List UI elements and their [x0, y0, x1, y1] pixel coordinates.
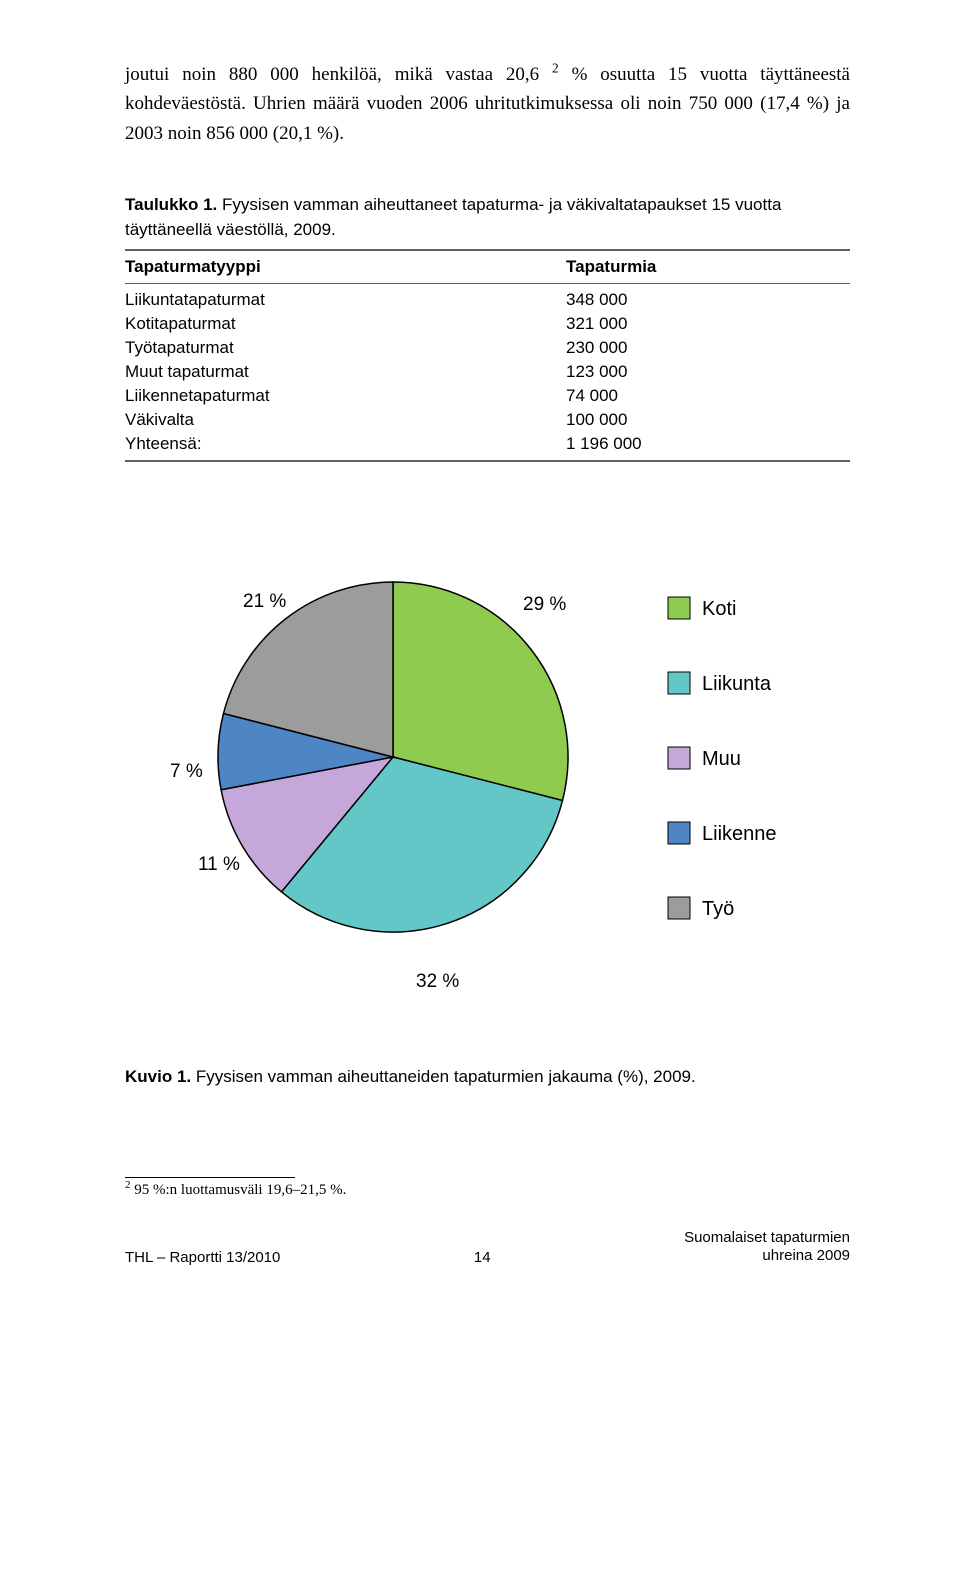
- row-label: Liikuntatapaturmat: [125, 283, 366, 312]
- legend-swatch: [668, 597, 690, 619]
- accident-table: Tapaturmatyyppi Tapaturmia Liikuntatapat…: [125, 249, 850, 462]
- row-value: 100 000: [366, 408, 850, 432]
- pie-slice-label: 32 %: [416, 971, 459, 992]
- figure-caption: Kuvio 1. Fyysisen vamman aiheuttaneiden …: [125, 1067, 850, 1087]
- row-value: 348 000: [366, 283, 850, 312]
- pie-slice-label: 11 %: [198, 854, 240, 875]
- footer-right: Suomalaiset tapaturmien uhreina 2009: [684, 1229, 850, 1267]
- row-label: Liikennetapaturmat: [125, 384, 366, 408]
- table-row: Liikennetapaturmat 74 000: [125, 384, 850, 408]
- pie-slice-label: 21 %: [243, 591, 286, 612]
- footnote-text: 95 %:n luottamusväli 19,6–21,5 %.: [131, 1182, 347, 1198]
- table-row: Kotitapaturmat 321 000: [125, 312, 850, 336]
- table-row: Liikuntatapaturmat 348 000: [125, 283, 850, 312]
- legend-swatch: [668, 822, 690, 844]
- legend-label: Koti: [702, 598, 736, 620]
- table-title: Taulukko 1. Fyysisen vamman aiheuttaneet…: [125, 193, 850, 242]
- pie-slice-label: 29 %: [523, 594, 566, 615]
- row-label: Muut tapaturmat: [125, 360, 366, 384]
- table-row: Väkivalta 100 000: [125, 408, 850, 432]
- para-sup: 2: [552, 61, 559, 76]
- legend-label: Liikunta: [702, 673, 772, 695]
- row-label: Väkivalta: [125, 408, 366, 432]
- caption-bold: Kuvio 1.: [125, 1067, 191, 1086]
- body-paragraph: joutui noin 880 000 henkilöä, mikä vasta…: [125, 60, 850, 148]
- row-value: 123 000: [366, 360, 850, 384]
- legend-label: Muu: [702, 748, 741, 770]
- footer-left: THL – Raportti 13/2010: [125, 1249, 280, 1266]
- row-label: Työtapaturmat: [125, 336, 366, 360]
- footnote: 2 95 %:n luottamusväli 19,6–21,5 %.: [125, 1182, 850, 1199]
- footnote-rule: [125, 1177, 295, 1178]
- footer-pagenum: 14: [474, 1249, 491, 1266]
- th-type: Tapaturmatyyppi: [125, 250, 366, 284]
- table-row: Työtapaturmat 230 000: [125, 336, 850, 360]
- th-count: Tapaturmia: [366, 250, 850, 284]
- legend-swatch: [668, 897, 690, 919]
- table-head-row: Tapaturmatyyppi Tapaturmia: [125, 250, 850, 284]
- caption-rest: Fyysisen vamman aiheuttaneiden tapaturmi…: [191, 1067, 696, 1086]
- row-value: 321 000: [366, 312, 850, 336]
- table-row-total: Yhteensä: 1 196 000: [125, 432, 850, 461]
- pie-slice-label: 7 %: [170, 761, 203, 782]
- row-value: 74 000: [366, 384, 850, 408]
- row-label: Kotitapaturmat: [125, 312, 366, 336]
- row-value: 230 000: [366, 336, 850, 360]
- legend-swatch: [668, 672, 690, 694]
- legend-label: Työ: [702, 898, 734, 920]
- table-title-rest: Fyysisen vamman aiheuttaneet tapaturma- …: [125, 195, 781, 239]
- footer-right-2: uhreina 2009: [762, 1247, 850, 1264]
- legend-swatch: [668, 747, 690, 769]
- legend-label: Liikenne: [702, 823, 777, 845]
- row-label: Yhteensä:: [125, 432, 366, 461]
- footer-right-1: Suomalaiset tapaturmien: [684, 1229, 850, 1246]
- page-footer: THL – Raportti 13/2010 14 Suomalaiset ta…: [125, 1229, 850, 1267]
- table-row: Muut tapaturmat 123 000: [125, 360, 850, 384]
- pie-chart: 29 % 32 % 11 % 7 % 21 % Koti Liikunta Muu Liiken…: [128, 532, 848, 1007]
- row-value: 1 196 000: [366, 432, 850, 461]
- table-title-bold: Taulukko 1.: [125, 195, 217, 214]
- para-text-1: joutui noin 880 000 henkilöä, mikä vasta…: [125, 64, 552, 85]
